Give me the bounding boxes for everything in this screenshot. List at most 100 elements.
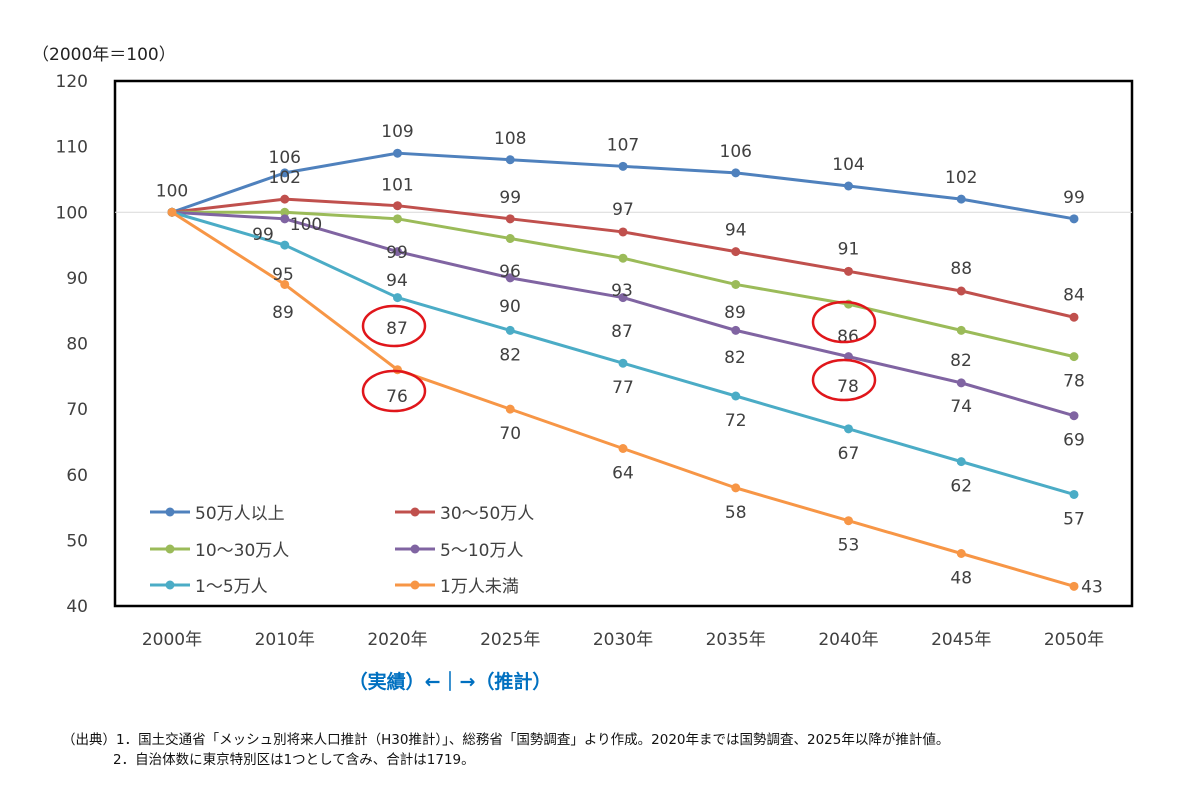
data-point-1-2 [393, 201, 402, 211]
data-point-1-3 [505, 214, 515, 224]
data-point-3-3 [505, 273, 515, 283]
data-label-5-6: 53 [838, 536, 860, 556]
data-label-4-7: 62 [950, 477, 972, 497]
data-label-5-1: 89 [272, 303, 294, 323]
data-label-1-1: 102 [269, 168, 301, 188]
data-point-2-3 [505, 234, 515, 243]
data-point-3-5 [731, 325, 741, 335]
x-tick-label-7: 2045年 [931, 630, 991, 650]
legend-label-3: 5〜10万人 [440, 541, 523, 561]
data-label-3-3: 90 [499, 297, 521, 317]
data-point-1-7 [956, 286, 966, 296]
x-tick-label-8: 2050年 [1044, 630, 1104, 650]
highlight-circle-2 [811, 300, 877, 344]
data-label-1-7: 88 [950, 259, 972, 279]
data-label-3-1: 99 [252, 225, 274, 245]
y-tick-label-60: 60 [66, 466, 88, 486]
data-point-2-5 [731, 279, 741, 289]
data-point-2-1 [280, 207, 290, 217]
data-point-4-2 [393, 293, 402, 303]
data-point-0-7 [956, 194, 966, 204]
data-point-5-3 [505, 404, 515, 414]
legend-marker-4 [165, 580, 175, 590]
data-point-1-4 [618, 227, 628, 237]
data-point-4-7 [956, 457, 966, 467]
data-point-0-2 [393, 148, 402, 158]
data-point-0-1 [280, 168, 290, 178]
legend-marker-1 [410, 507, 420, 517]
data-label-0-7: 102 [945, 168, 977, 188]
data-label-2-4: 93 [611, 281, 633, 301]
data-label-4-8: 57 [1063, 509, 1085, 529]
data-point-5-1 [280, 279, 290, 289]
data-label-4-5: 72 [725, 411, 747, 431]
data-label-3-6: 78 [837, 377, 859, 397]
y-tick-label-40: 40 [66, 597, 88, 617]
data-point-1-8 [1069, 312, 1079, 322]
data-label-2-6: 86 [837, 327, 859, 347]
y-tick-label-90: 90 [66, 269, 88, 289]
data-label-2-5: 89 [724, 303, 746, 323]
data-label-0-5: 106 [720, 142, 752, 162]
data-point-4-3 [505, 325, 515, 335]
data-label-2-2: 99 [386, 243, 408, 263]
y-tick-label-80: 80 [66, 335, 88, 355]
data-label-0-8: 99 [1063, 188, 1085, 208]
x-tick-label-5: 2035年 [706, 630, 766, 650]
y-tick-label-100: 100 [56, 203, 88, 223]
x-tick-label-1: 2010年 [255, 630, 315, 650]
data-label-2-8: 78 [1063, 372, 1085, 392]
data-point-0-5 [731, 168, 741, 178]
x-tick-label-6: 2040年 [818, 630, 878, 650]
data-point-2-4 [618, 253, 628, 263]
y-tick-label-120: 120 [56, 72, 88, 92]
highlight-circle-1 [361, 369, 427, 413]
y-axis-unit-label: （2000年＝100） [32, 45, 176, 65]
data-label-4-6: 67 [838, 444, 860, 464]
data-point-1-5 [731, 247, 741, 257]
data-label-2-1: 100 [290, 215, 322, 235]
data-label-4-1: 95 [272, 265, 294, 285]
data-point-0-4 [618, 161, 628, 171]
data-label-3-2: 94 [386, 271, 408, 291]
data-label-0-2: 109 [381, 122, 413, 142]
y-tick-label-70: 70 [66, 400, 88, 420]
data-label-3-7: 74 [950, 397, 972, 417]
legend-label-1: 30〜50万人 [440, 504, 534, 524]
data-label-1-8: 84 [1063, 285, 1085, 305]
data-label-0-6: 104 [832, 155, 864, 175]
data-point-5-5 [731, 483, 741, 493]
data-label-0-4: 107 [607, 135, 639, 155]
legend-marker-3 [410, 544, 420, 554]
legend-label-4: 1〜5万人 [195, 577, 268, 597]
data-point-4-4 [618, 358, 628, 368]
data-point-0-6 [844, 181, 853, 191]
legend-label-2: 10〜30万人 [195, 541, 289, 561]
data-point-3-8 [1069, 411, 1079, 421]
data-label-2-3: 96 [499, 262, 521, 282]
data-label-0-3: 108 [494, 129, 526, 149]
data-point-4-6 [844, 424, 853, 434]
highlight-circle-0 [361, 304, 427, 348]
x-tick-label-0: 2000年 [142, 630, 202, 650]
data-label-4-3: 82 [499, 345, 521, 365]
data-point-0-8 [1069, 214, 1079, 224]
data-label-1-3: 99 [499, 188, 521, 208]
data-label-1-5: 94 [725, 221, 747, 241]
data-label-5-2: 76 [386, 387, 408, 407]
data-label-5-4: 64 [612, 464, 634, 484]
data-point-0-3 [505, 155, 515, 165]
x-tick-label-2: 2020年 [367, 630, 427, 650]
data-label-3-5: 82 [724, 348, 746, 368]
footnote: 2．自治体数に東京特別区は1つとして含み、合計は1719。 [113, 752, 475, 768]
legend-marker-5 [410, 580, 420, 590]
data-point-4-8 [1069, 489, 1079, 499]
data-point-1-1 [280, 194, 290, 204]
data-label-5-7: 48 [950, 569, 972, 589]
data-point-5-8 [1069, 581, 1079, 591]
data-label-5-8: 43 [1081, 577, 1103, 597]
data-point-3-7 [956, 378, 966, 388]
data-point-5-0 [167, 207, 177, 217]
highlight-circle-3 [811, 358, 877, 402]
legend-marker-0 [165, 507, 175, 517]
